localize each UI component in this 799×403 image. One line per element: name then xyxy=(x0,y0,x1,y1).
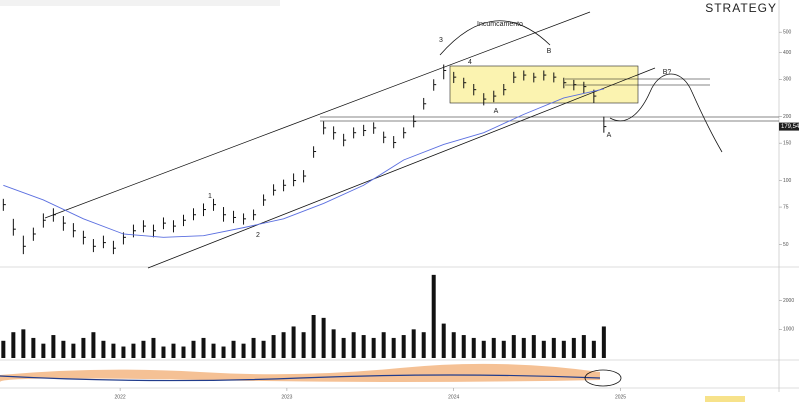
volume-bar xyxy=(321,317,326,358)
date-badge xyxy=(705,396,745,402)
price-badge xyxy=(779,122,799,131)
volume-bar xyxy=(31,337,36,358)
volume-bar xyxy=(171,343,176,358)
indicator-area xyxy=(0,363,600,382)
volume-bar xyxy=(131,343,136,358)
moving-average xyxy=(3,88,604,238)
volume-bar xyxy=(501,340,506,358)
volume-bar xyxy=(141,340,146,358)
y-tick-label: 500 xyxy=(783,30,792,36)
volume-bar xyxy=(191,340,196,358)
price-label: 179,54 xyxy=(781,124,799,130)
volume-bar xyxy=(81,337,86,358)
volume-bar xyxy=(581,335,586,358)
volume-bar xyxy=(231,340,236,358)
volume-bar xyxy=(521,337,526,358)
y-tick-label: 150 xyxy=(783,140,792,146)
volume-bar xyxy=(181,346,186,358)
volume-bar xyxy=(571,337,576,358)
volume-bar xyxy=(91,332,96,358)
volume-bar xyxy=(341,337,346,358)
annotation: Incumcamento xyxy=(477,21,523,28)
volume-bar xyxy=(561,340,566,358)
annotation: 3 xyxy=(439,37,443,44)
volume-bar xyxy=(61,340,66,358)
volume-bar xyxy=(451,332,456,358)
volume-bar xyxy=(21,329,26,358)
y-tick-label: 2000 xyxy=(783,298,794,304)
volume-bar xyxy=(101,340,106,358)
volume-bar xyxy=(241,343,246,358)
volume-bar xyxy=(461,335,466,358)
volume-bar xyxy=(161,346,166,358)
x-tick-label: 2025 xyxy=(615,394,626,400)
y-tick-label: 75 xyxy=(783,204,789,210)
volume-bar xyxy=(481,340,486,358)
volume-bar xyxy=(271,335,276,358)
volume-bar xyxy=(381,332,386,358)
volume-bar xyxy=(361,335,366,358)
annotation: B? xyxy=(663,69,672,76)
volume-bar xyxy=(401,335,406,358)
volume-bar xyxy=(551,337,556,358)
volume-bar xyxy=(531,335,536,358)
volume-bar xyxy=(251,337,256,358)
volume-bar xyxy=(511,335,516,358)
annotation: A xyxy=(607,132,612,139)
volume-bar xyxy=(261,340,266,358)
volume-bar xyxy=(111,343,116,358)
volume-bar xyxy=(541,340,546,358)
toolbar xyxy=(0,0,280,6)
volume-bar xyxy=(351,332,356,358)
volume-bar xyxy=(11,332,16,358)
projection xyxy=(609,73,723,153)
volume-bar xyxy=(471,337,476,358)
volume-bar xyxy=(411,329,416,358)
arc xyxy=(439,20,551,56)
volume-bar xyxy=(421,332,426,358)
volume-bar xyxy=(371,337,376,358)
chart-title: STRATEGY xyxy=(705,1,777,15)
volume-bar xyxy=(41,343,46,358)
x-tick-label: 2023 xyxy=(281,394,292,400)
annotation: 1 xyxy=(208,193,212,200)
highlight xyxy=(584,369,622,387)
volume-bar xyxy=(331,329,336,358)
volume-bar xyxy=(491,337,496,358)
y-tick-label: 1000 xyxy=(783,327,794,333)
channel-line xyxy=(44,11,591,219)
volume-bar xyxy=(221,346,226,358)
volume-bar xyxy=(441,323,446,358)
x-tick-label: 2024 xyxy=(448,394,459,400)
annotation: A xyxy=(494,108,499,115)
volume-bar xyxy=(51,335,56,358)
channel-line xyxy=(147,67,656,269)
volume-bar xyxy=(431,274,436,358)
volume-bar xyxy=(601,326,606,358)
annotation: B xyxy=(547,48,552,55)
volume-bar xyxy=(1,340,6,358)
volume-bar xyxy=(71,343,76,358)
volume-bar xyxy=(591,340,596,358)
volume-bar xyxy=(391,337,396,358)
y-tick-label: 50 xyxy=(783,242,789,248)
y-tick-label: 300 xyxy=(783,77,792,83)
x-tick-label: 2022 xyxy=(115,394,126,400)
y-tick-label: 100 xyxy=(783,178,792,184)
annotation: 2 xyxy=(256,232,260,239)
volume-bar xyxy=(301,332,306,358)
volume-bar xyxy=(281,332,286,358)
volume-bar xyxy=(151,337,156,358)
volume-bar xyxy=(291,326,296,358)
y-tick-label: 200 xyxy=(783,114,792,120)
annotation: 4 xyxy=(468,59,472,66)
volume-bar xyxy=(311,315,316,358)
volume-bar xyxy=(121,346,126,358)
indicator-line xyxy=(0,374,601,382)
volume-bar xyxy=(211,343,216,358)
volume-bar xyxy=(201,337,206,358)
y-tick-label: 400 xyxy=(783,50,792,56)
